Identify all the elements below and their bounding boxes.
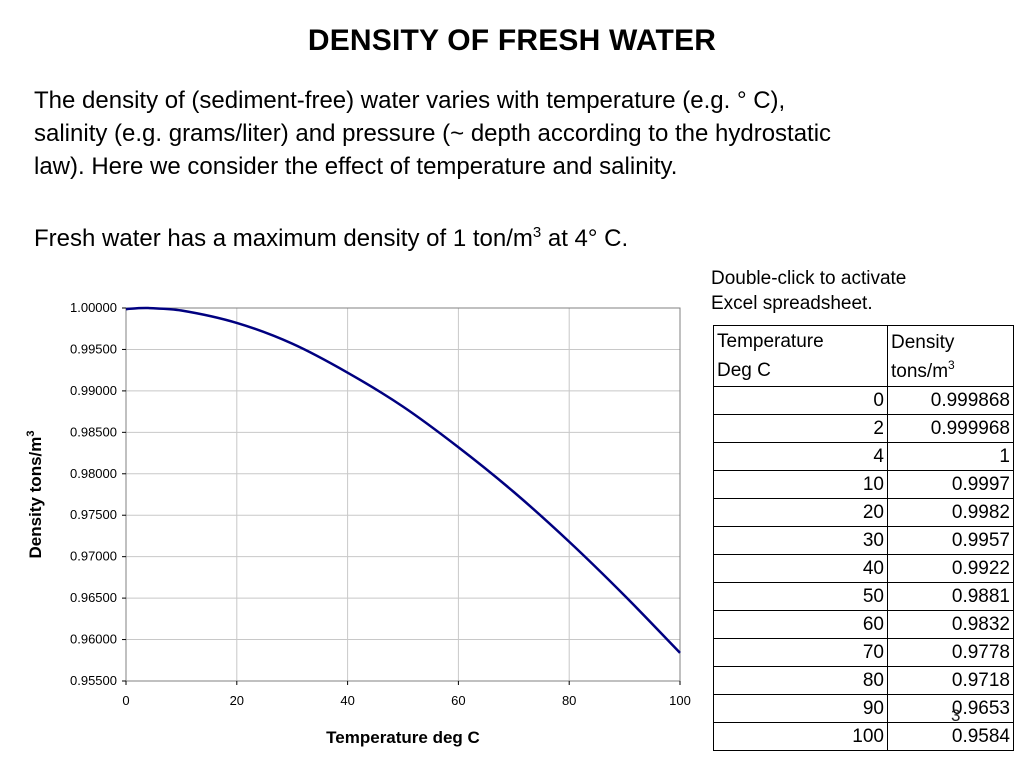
density-cell[interactable]: 0.9718	[887, 666, 1014, 695]
header-density: Density tons/m3	[887, 325, 1014, 387]
header-density-line-2: tons/m3	[891, 357, 1010, 386]
table-row: 2 0.999968	[713, 414, 1014, 443]
y-axis-label: Density tons/m3	[25, 431, 45, 559]
density-cell[interactable]: 0.9922	[887, 554, 1014, 583]
temperature-cell[interactable]: 90	[713, 694, 888, 723]
header-density-exponent: 3	[948, 358, 955, 372]
temperature-cell[interactable]: 40	[713, 554, 888, 583]
table-row: 100 0.9584	[713, 722, 1014, 751]
page-number: 3	[951, 706, 961, 725]
y-axis-label-exponent: 3	[25, 431, 37, 437]
temperature-cell[interactable]: 20	[713, 498, 888, 527]
temperature-cell[interactable]: 80	[713, 666, 888, 695]
intro-line-2: salinity (e.g. grams/liter) and pressure…	[34, 120, 832, 147]
header-temperature: Temperature Deg C	[713, 325, 888, 387]
temperature-cell[interactable]: 70	[713, 638, 888, 667]
table-row: 80 0.9718	[713, 666, 1014, 695]
temperature-cell[interactable]: 10	[713, 470, 888, 499]
spreadsheet-note-line-2: Excel spreadsheet.	[711, 293, 873, 314]
table-row: 20 0.9982	[713, 498, 1014, 527]
temperature-cell[interactable]: 2	[713, 414, 888, 443]
slide-title: DENSITY OF FRESH WATER	[307, 24, 717, 57]
header-density-line-1: Density	[891, 332, 955, 353]
spreadsheet-note-line-1: Double-click to activate	[711, 268, 907, 289]
density-cell[interactable]: 0.9832	[887, 610, 1014, 639]
header-density-unit: tons/m	[891, 361, 949, 382]
x-tick-label: 80	[562, 693, 576, 708]
density-series-line	[125, 306, 681, 654]
x-tick-label: 20	[230, 693, 244, 708]
y-tick-label: 0.98500	[70, 424, 117, 439]
y-tick-label: 0.99500	[70, 341, 117, 356]
density-cell[interactable]: 0.9584	[887, 722, 1014, 751]
temperature-cell[interactable]: 30	[713, 526, 888, 555]
table-row: 50 0.9881	[713, 582, 1014, 611]
table-row: 40 0.9922	[713, 554, 1014, 583]
plot-area	[126, 308, 680, 681]
temperature-cell[interactable]: 0	[713, 386, 888, 415]
density-cell[interactable]: 0.9982	[887, 498, 1014, 527]
density-line-chart: 0.95500 0.96000 0.96500 0.97000 0.97500 0.980…	[25, 300, 691, 747]
table-row: 0 0.999868	[713, 386, 1014, 415]
y-tick-label: 0.97500	[70, 507, 117, 522]
x-tick-label: 100	[669, 693, 691, 708]
plot-border	[125, 307, 681, 682]
table-row: 30 0.9957	[713, 526, 1014, 555]
header-temperature-line-2: Deg C	[717, 360, 771, 381]
y-tick-label: 0.98000	[70, 466, 117, 481]
max-density-exponent: 3	[532, 224, 542, 241]
density-cell[interactable]: 1	[887, 442, 1014, 471]
temperature-cell[interactable]: 4	[713, 442, 888, 471]
table-row: 70 0.9778	[713, 638, 1014, 667]
density-cell[interactable]: 0.999868	[887, 386, 1014, 415]
x-tick-label: 0	[122, 693, 129, 708]
spreadsheet-note: Double-click to activate Excel spreadshe…	[711, 266, 906, 316]
table-row: 10 0.9997	[713, 470, 1014, 499]
max-density-suffix: at 4° C.	[541, 225, 629, 252]
table-row: 90 0.9653	[713, 694, 1014, 723]
y-tick-label: 0.96500	[70, 590, 117, 605]
density-cell[interactable]: 0.9997	[887, 470, 1014, 499]
x-axis-label: Temperature deg C	[326, 728, 480, 747]
density-cell[interactable]: 0.9957	[887, 526, 1014, 555]
density-cell[interactable]: 0.9881	[887, 582, 1014, 611]
max-density-statement: Fresh water has a maximum density of 1 t…	[34, 222, 628, 255]
table-header-row: Temperature Deg C Density tons/m3	[713, 325, 1014, 387]
header-temperature-line-1: Temperature	[717, 331, 824, 352]
y-tick-label: 0.96000	[70, 632, 117, 647]
y-tick-label: 0.97000	[70, 549, 117, 564]
y-axis-label-text: Density tons/m	[26, 437, 45, 559]
y-tick-label: 0.95500	[70, 673, 117, 688]
x-tick-label: 40	[340, 693, 354, 708]
intro-line-3: law). Here we consider the effect of tem…	[34, 153, 678, 180]
temperature-cell[interactable]: 60	[713, 610, 888, 639]
density-cell[interactable]: 0.9778	[887, 638, 1014, 667]
temperature-cell[interactable]: 50	[713, 582, 888, 611]
table-row: 60 0.9832	[713, 610, 1014, 639]
density-cell[interactable]: 0.9653	[887, 694, 1014, 723]
y-tick-label: 0.99000	[70, 383, 117, 398]
temperature-cell[interactable]: 100	[713, 722, 888, 751]
intro-line-1: The density of (sediment-free) water var…	[34, 87, 786, 114]
y-tick-label: 1.00000	[70, 300, 117, 315]
density-table[interactable]: Temperature Deg C Density tons/m3 0 0.999…	[713, 325, 1014, 751]
x-tick-label: 60	[451, 693, 465, 708]
max-density-prefix: Fresh water has a maximum density of 1 t…	[34, 225, 533, 252]
density-cell[interactable]: 0.999968	[887, 414, 1014, 443]
intro-paragraph: The density of (sediment-free) water var…	[34, 84, 994, 183]
